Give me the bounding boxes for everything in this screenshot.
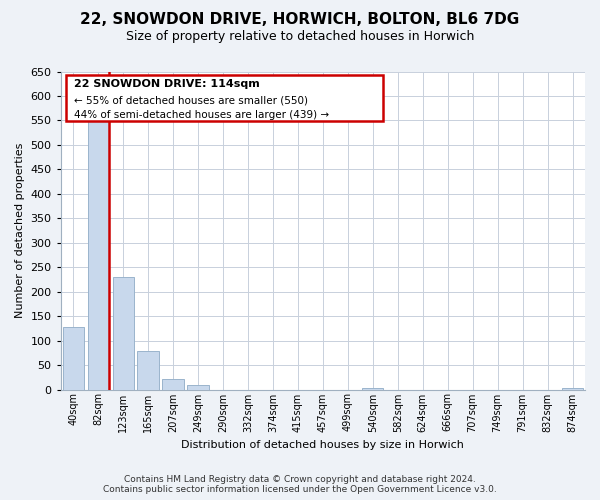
Bar (163, 379, 184, 390)
Text: 22 SNOWDON DRIVE: 114sqm: 22 SNOWDON DRIVE: 114sqm (74, 80, 260, 90)
Bar (137, 352, 159, 390)
Bar (562, 388, 583, 390)
FancyBboxPatch shape (66, 74, 383, 121)
Text: ← 55% of detached houses are smaller (550): ← 55% of detached houses are smaller (55… (74, 96, 308, 106)
X-axis label: Distribution of detached houses by size in Horwich: Distribution of detached houses by size … (181, 440, 464, 450)
Bar (187, 384, 209, 390)
Text: 44% of semi-detached houses are larger (439) →: 44% of semi-detached houses are larger (… (74, 110, 329, 120)
Y-axis label: Number of detached properties: Number of detached properties (15, 143, 25, 318)
Text: Size of property relative to detached houses in Horwich: Size of property relative to detached ho… (126, 30, 474, 43)
Text: 22, SNOWDON DRIVE, HORWICH, BOLTON, BL6 7DG: 22, SNOWDON DRIVE, HORWICH, BOLTON, BL6 … (80, 12, 520, 28)
Bar (362, 388, 383, 390)
Text: Contains HM Land Registry data © Crown copyright and database right 2024.: Contains HM Land Registry data © Crown c… (124, 475, 476, 484)
Bar (88, 122, 109, 390)
Bar (113, 277, 134, 390)
Bar (62, 328, 84, 390)
Text: Contains public sector information licensed under the Open Government Licence v3: Contains public sector information licen… (103, 485, 497, 494)
